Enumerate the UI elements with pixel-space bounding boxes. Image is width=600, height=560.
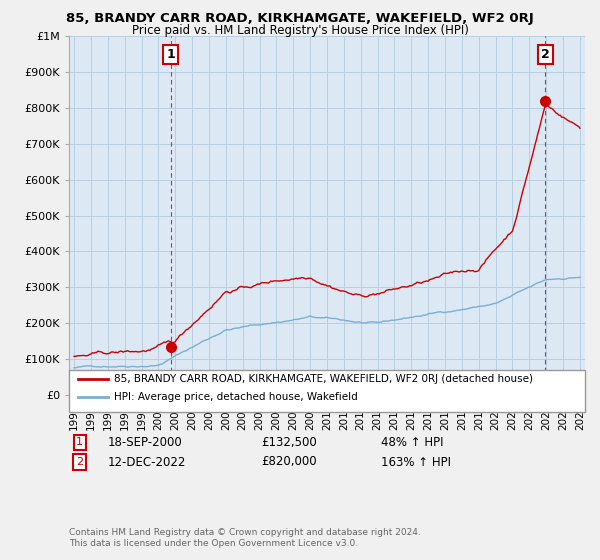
Text: 2: 2 (541, 48, 550, 61)
Text: £820,000: £820,000 (261, 455, 317, 469)
Text: 2: 2 (76, 457, 83, 467)
Text: 12-DEC-2022: 12-DEC-2022 (108, 455, 187, 469)
Text: 163% ↑ HPI: 163% ↑ HPI (381, 455, 451, 469)
Text: £132,500: £132,500 (261, 436, 317, 449)
Text: 18-SEP-2000: 18-SEP-2000 (108, 436, 183, 449)
Text: 48% ↑ HPI: 48% ↑ HPI (381, 436, 443, 449)
Text: Price paid vs. HM Land Registry's House Price Index (HPI): Price paid vs. HM Land Registry's House … (131, 24, 469, 36)
Text: 1: 1 (166, 48, 175, 61)
Text: 85, BRANDY CARR ROAD, KIRKHAMGATE, WAKEFIELD, WF2 0RJ: 85, BRANDY CARR ROAD, KIRKHAMGATE, WAKEF… (66, 12, 534, 25)
Text: 85, BRANDY CARR ROAD, KIRKHAMGATE, WAKEFIELD, WF2 0RJ (detached house): 85, BRANDY CARR ROAD, KIRKHAMGATE, WAKEF… (114, 374, 533, 384)
Text: 1: 1 (76, 437, 83, 447)
Text: HPI: Average price, detached house, Wakefield: HPI: Average price, detached house, Wake… (114, 392, 358, 402)
Text: Contains HM Land Registry data © Crown copyright and database right 2024.
This d: Contains HM Land Registry data © Crown c… (69, 528, 421, 548)
